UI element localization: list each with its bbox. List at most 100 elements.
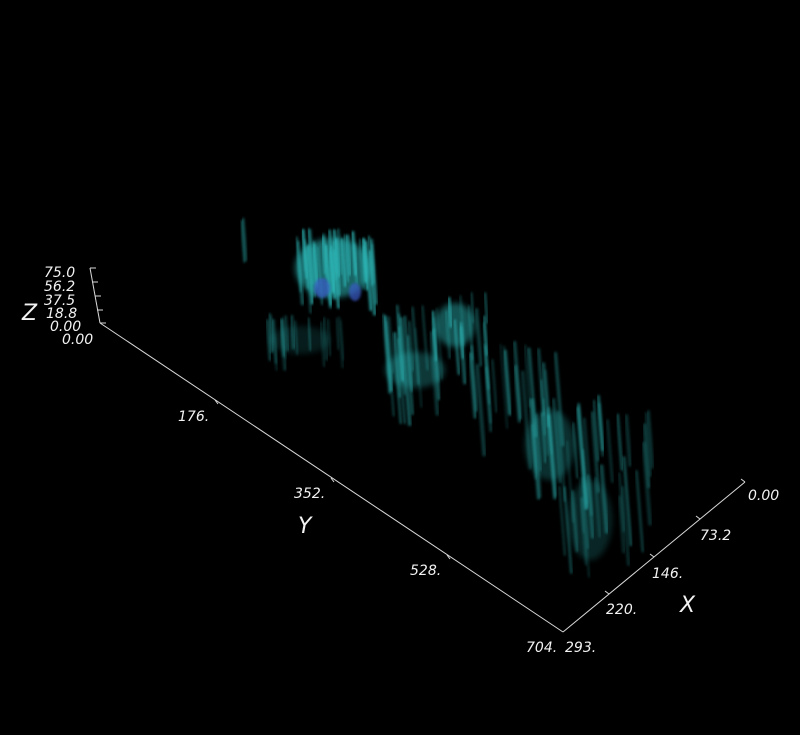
volume-streak (295, 240, 305, 306)
volume-streak (483, 315, 489, 356)
volume-streak (265, 319, 272, 361)
volume-streak (328, 229, 337, 300)
volume-streak (421, 305, 429, 371)
volume-streak (337, 316, 345, 369)
volume-streak (585, 474, 595, 539)
z-tick-label: 0.00 (62, 332, 93, 348)
volume-streak (644, 412, 653, 477)
volume-data (240, 218, 655, 578)
volume-streak (431, 328, 441, 401)
x-axis-title: X (679, 593, 696, 618)
volume-streak (546, 406, 558, 497)
volume-streak (369, 243, 377, 285)
volume-streak (502, 345, 511, 415)
volume-streak (303, 239, 309, 290)
x-tick-label: 220. (606, 602, 637, 618)
volume-streak (387, 316, 395, 374)
volume-streak (474, 308, 483, 367)
volume-streak (453, 319, 461, 375)
volume-streak (542, 398, 549, 456)
volume-streak (335, 317, 340, 350)
volume-streak (411, 306, 420, 385)
volume-streak (279, 318, 288, 371)
volume-streak (556, 411, 566, 502)
volume-streak (363, 240, 373, 311)
volume-streak (553, 351, 565, 447)
volume-streak (563, 486, 573, 574)
volume-streak (540, 412, 547, 463)
volume-streak (322, 317, 329, 361)
volume-streak (566, 440, 575, 523)
volume-streak (293, 320, 299, 355)
volume-streak (531, 398, 543, 499)
volume-streak (523, 344, 532, 408)
volume-streak (306, 317, 313, 351)
volume-streak (350, 231, 358, 276)
volume-streak (570, 490, 579, 553)
volume-streak (332, 249, 340, 309)
volume-streak (336, 228, 344, 275)
volume-streak (616, 413, 624, 471)
volume-streak (242, 218, 248, 262)
volume-streak (301, 229, 307, 272)
y-tick-label: 704. (526, 640, 557, 656)
volume-streak (326, 318, 332, 357)
volume-streak (622, 456, 633, 547)
volume-streak (307, 227, 314, 285)
volume-streak (535, 413, 543, 471)
volume-highlight (314, 278, 330, 298)
volume-streak (596, 402, 605, 457)
volume-streak (447, 296, 453, 328)
z-tick-label: 18.8 (46, 306, 77, 322)
y-tick-label: 176. (178, 409, 209, 425)
volume-streak (395, 304, 405, 383)
z-tick-label: 0.00 (50, 319, 81, 335)
volume-streak (283, 315, 290, 352)
volume-streak (581, 449, 589, 506)
volume-streak (240, 220, 246, 263)
volume-streak (267, 313, 275, 354)
volume-streak (414, 328, 423, 408)
volume-streak (367, 250, 377, 316)
volume-streak (271, 319, 279, 365)
volume-highlight (349, 283, 361, 301)
volume-streak (483, 343, 493, 424)
x-tick-label: 73.2 (700, 528, 731, 544)
y-tick-label: 528. (410, 563, 441, 579)
volume-streak (551, 398, 562, 484)
volume-streak (385, 320, 395, 417)
volume-streak (558, 485, 567, 556)
x-tick-label: 146. (652, 566, 683, 582)
volume-streak (289, 315, 296, 350)
volume-streak (581, 477, 590, 550)
y-tick-label: 352. (294, 486, 325, 502)
volume-streak (458, 321, 466, 360)
y-axis-title: Y (298, 514, 313, 539)
volume-streak (646, 410, 655, 469)
volume-streak (475, 363, 487, 457)
volume-streak (606, 419, 614, 483)
volume-streak (590, 411, 601, 493)
z-tick-label: 37.5 (44, 293, 75, 309)
volume-streak (592, 399, 600, 462)
volume-streak (306, 244, 315, 305)
volume-streak (399, 316, 412, 426)
volume-streak (361, 245, 368, 283)
z-axis-title: Z (21, 301, 38, 326)
volume-streak (642, 423, 652, 489)
volume-streak (520, 370, 533, 470)
y-axis-labels: 176. 352. 528. 704. Y (178, 409, 557, 656)
volume-streak (581, 496, 591, 578)
volume-streak (470, 292, 475, 324)
volume-streak (617, 495, 626, 554)
y-axis-line (99, 322, 564, 633)
volume-streak (343, 234, 350, 283)
x-tick-label: 0.00 (748, 488, 779, 504)
volume-streak (358, 238, 365, 290)
volume-streak (599, 464, 609, 534)
volume-streak (339, 319, 345, 361)
volume-streak (499, 344, 509, 429)
volume-streak (406, 335, 414, 392)
volume-streak (435, 308, 444, 380)
